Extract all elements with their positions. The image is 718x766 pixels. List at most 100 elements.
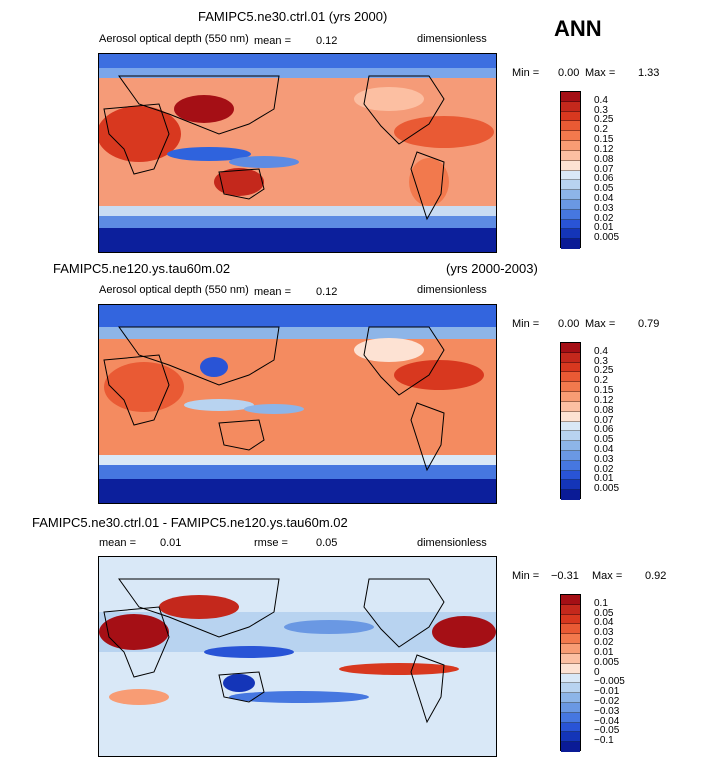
panel2-coast-australia bbox=[218, 419, 265, 451]
panel3-sahara-diff bbox=[99, 614, 169, 650]
colorbar-level-label: −0.005 bbox=[594, 676, 625, 688]
panel1-pacific-blue bbox=[229, 156, 299, 168]
panel3-max-value: 0.92 bbox=[645, 570, 667, 582]
colorbar-level-label: 0.05 bbox=[594, 183, 614, 195]
colorbar-segment bbox=[561, 229, 580, 240]
panel2-coast-namerica bbox=[363, 326, 445, 396]
colorbar-level-label: 0.07 bbox=[594, 163, 614, 175]
colorbar-level-label: 0.2 bbox=[594, 124, 608, 136]
panel3-coast-eurasia bbox=[118, 578, 280, 638]
colorbar-level-label: 0.005 bbox=[594, 656, 620, 668]
colorbar-segment bbox=[561, 160, 580, 171]
panel1-antarctica bbox=[99, 228, 496, 252]
panel3-pacific-neg bbox=[204, 646, 294, 658]
colorbar-level-label: 0.25 bbox=[594, 365, 614, 377]
colorbar-segment bbox=[561, 490, 580, 500]
panel2-pacific-blue bbox=[244, 404, 304, 414]
panel3-min-value: −0.31 bbox=[551, 570, 579, 582]
panel2-coast-africa bbox=[103, 354, 170, 426]
colorbar-level-label: 0.03 bbox=[594, 202, 614, 214]
colorbar-level-label: 0.03 bbox=[594, 453, 614, 465]
panel3-map bbox=[98, 556, 497, 757]
panel2-antarctica bbox=[99, 479, 496, 503]
colorbar-level-label: 0.4 bbox=[594, 345, 608, 357]
colorbar-segment bbox=[561, 209, 580, 220]
colorbar-segment bbox=[561, 712, 580, 723]
colorbar-segment bbox=[561, 170, 580, 181]
panel2-southern-edge bbox=[99, 455, 496, 467]
panel3-title: FAMIPC5.ne30.ctrl.01 - FAMIPC5.ne120.ys.… bbox=[32, 515, 348, 530]
panel2-field-label: Aerosol optical depth (550 nm) bbox=[99, 284, 249, 296]
colorbar-level-label: −0.05 bbox=[594, 725, 620, 737]
colorbar-level-label: 0.01 bbox=[594, 222, 614, 234]
colorbar-segment bbox=[561, 722, 580, 733]
colorbar-segment bbox=[561, 480, 580, 491]
colorbar-level-label: 0.3 bbox=[594, 104, 608, 116]
panel2-units: dimensionless bbox=[417, 284, 487, 296]
panel3-itcz-diff bbox=[339, 663, 459, 675]
panel3-coast-namerica bbox=[363, 578, 445, 648]
panel2-north-america bbox=[354, 338, 424, 362]
panel2-coast-eurasia bbox=[118, 326, 280, 386]
panel3-rmse-label: rmse = bbox=[254, 537, 288, 549]
colorbar-segment bbox=[561, 663, 580, 674]
panel2-map-svg bbox=[99, 305, 496, 503]
colorbar-segment bbox=[561, 131, 580, 142]
panel3-mean-label: mean = bbox=[99, 537, 136, 549]
colorbar-level-label: 0.02 bbox=[594, 637, 614, 649]
colorbar-segment bbox=[561, 653, 580, 664]
colorbar-segment bbox=[561, 199, 580, 210]
panel3-map-svg bbox=[99, 557, 496, 756]
panel1-north-america bbox=[354, 87, 424, 111]
colorbar-segment bbox=[561, 614, 580, 625]
panel1-title: FAMIPC5.ne30.ctrl.01 (yrs 2000) bbox=[198, 9, 388, 24]
colorbar-level-label: 0.02 bbox=[594, 463, 614, 475]
colorbar-segment bbox=[561, 92, 580, 102]
panel3-asia-diff bbox=[159, 595, 239, 619]
panel2-arctic-edge bbox=[99, 327, 496, 339]
colorbar-level-label: 0.12 bbox=[594, 394, 614, 406]
panel3-coast-samerica bbox=[410, 654, 445, 724]
panel3-coast-australia bbox=[218, 671, 265, 703]
panel1-field-label: Aerosol optical depth (550 nm) bbox=[99, 33, 249, 45]
panel2-title: FAMIPC5.ne120.ys.tau60m.02 bbox=[53, 261, 231, 276]
panel2-mean-value: 0.12 bbox=[316, 286, 338, 298]
colorbar-level-label: 0.005 bbox=[594, 232, 620, 244]
colorbar-segment bbox=[561, 239, 580, 249]
panel3-coast-africa bbox=[103, 606, 170, 678]
colorbar-segment bbox=[561, 431, 580, 442]
colorbar-segment bbox=[561, 595, 580, 605]
panel1-coast-africa bbox=[103, 103, 170, 175]
colorbar-segment bbox=[561, 401, 580, 412]
panel1-map-svg bbox=[99, 54, 496, 252]
panel2-tibet-low bbox=[200, 357, 228, 377]
panel1-min-label: Min = bbox=[512, 67, 540, 79]
colorbar-segment bbox=[561, 101, 580, 112]
colorbar-segment bbox=[561, 673, 580, 684]
colorbar-segment bbox=[561, 460, 580, 471]
colorbar-level-label: 0.01 bbox=[594, 473, 614, 485]
colorbar-segment bbox=[561, 382, 580, 393]
colorbar-level-label: 0.06 bbox=[594, 424, 614, 436]
colorbar-level-label: 0.08 bbox=[594, 153, 614, 165]
colorbar-segment bbox=[561, 742, 580, 752]
panel1-asia-dust bbox=[174, 95, 234, 123]
panel2-sahara-dust bbox=[104, 362, 184, 412]
panel2-colorbar bbox=[560, 342, 581, 500]
panel1-max-value: 1.33 bbox=[638, 67, 660, 79]
panel1-mean-value: 0.12 bbox=[316, 35, 338, 47]
colorbar-segment bbox=[561, 121, 580, 132]
colorbar-segment bbox=[561, 693, 580, 703]
panel2-max-label: Max = bbox=[585, 318, 616, 330]
colorbar-level-label: 0.2 bbox=[594, 375, 608, 387]
panel1-coast-namerica bbox=[363, 75, 445, 145]
colorbar-segment bbox=[561, 450, 580, 461]
panel1-units: dimensionless bbox=[417, 33, 487, 45]
colorbar-segment bbox=[561, 190, 580, 200]
panel3-rmse-value: 0.05 bbox=[316, 537, 338, 549]
panel1-max-label: Max = bbox=[585, 67, 616, 79]
panel1-sahara-dust bbox=[99, 106, 181, 162]
colorbar-level-label: −0.04 bbox=[594, 715, 620, 727]
panel1-southern-edge bbox=[99, 206, 496, 218]
panel2-mean-label: mean = bbox=[254, 286, 291, 298]
